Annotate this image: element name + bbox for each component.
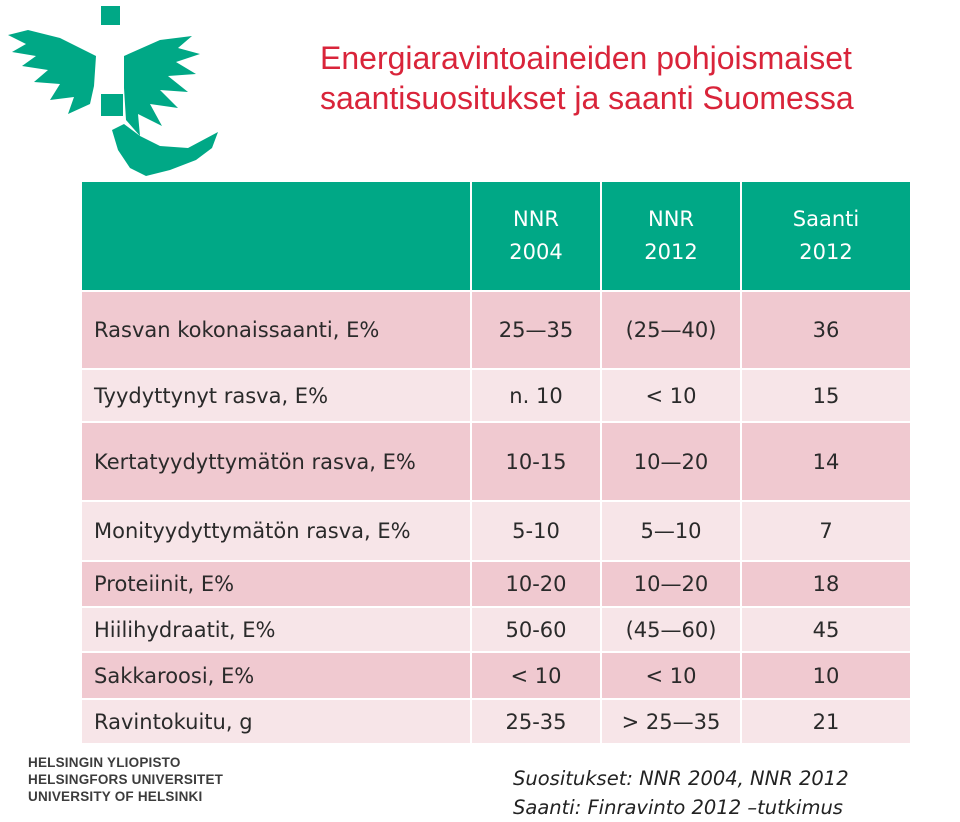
cell-nnr-2012: 10—20 [600,421,742,502]
university-name-sv: HELSINGFORS UNIVERSITET [28,772,224,787]
title-line-2: saantisuositukset ja saanti Suomessa [320,80,854,116]
table-row: Rasvan kokonaissaanti, E% 25—35 (25—40) … [80,290,912,370]
row-label: Proteiinit, E% [80,560,472,608]
university-logo [8,6,218,176]
table-header-row: NNR 2004 NNR 2012 Saanti 2012 [80,180,912,292]
cell-nnr-2012: (45—60) [600,606,742,653]
table-row: Monityydyttymätön rasva, E% 5-10 5—10 7 [80,500,912,562]
table-row: Proteiinit, E% 10-20 10—20 18 [80,560,912,608]
cell-nnr-2004: 5-10 [470,500,602,562]
cell-nnr-2012: < 10 [600,651,742,700]
cell-nnr-2004: 10-20 [470,560,602,608]
note-recommendations: Suositukset: NNR 2004, NNR 2012 [513,767,849,790]
title-line-1: Energiaravintoaineiden pohjoismaiset [320,40,852,76]
cell-saanti-2012: 15 [740,368,912,423]
cell-nnr-2012: 5—10 [600,500,742,562]
header-empty [80,180,472,292]
cell-saanti-2012: 14 [740,421,912,502]
cell-nnr-2004: 50-60 [470,606,602,653]
cell-nnr-2004: n. 10 [470,368,602,423]
cell-saanti-2012: 7 [740,500,912,562]
cell-nnr-2012: < 10 [600,368,742,423]
header-nnr-2004: NNR 2004 [470,180,602,292]
table-row: Kertatyydyttymätön rasva, E% 10-15 10—20… [80,421,912,502]
logo-square-top [101,6,120,25]
table-row: Ravintokuitu, g 25-35 > 25—35 21 [80,698,912,745]
cell-nnr-2012: (25—40) [600,290,742,370]
university-name-fi: HELSINGIN YLIOPISTO [28,755,181,770]
cell-nnr-2012: 10—20 [600,560,742,608]
logo-flame-right [124,36,200,136]
logo-flame-lower [112,124,218,176]
nutrient-table: NNR 2004 NNR 2012 Saanti 2012 Rasvan kokona… [80,180,912,745]
row-label: Monityydyttymätön rasva, E% [80,500,472,562]
table-row: Hiilihydraatit, E% 50-60 (45—60) 45 [80,606,912,653]
table-row: Sakkaroosi, E% < 10 < 10 10 [80,651,912,700]
row-label: Tyydyttynyt rasva, E% [80,368,472,423]
row-label: Ravintokuitu, g [80,698,472,745]
header-nnr-2012: NNR 2012 [600,180,742,292]
cell-nnr-2004: 25—35 [470,290,602,370]
row-label: Sakkaroosi, E% [80,651,472,700]
cell-nnr-2004: < 10 [470,651,602,700]
cell-saanti-2012: 10 [740,651,912,700]
note-intake-source: Saanti: Finravinto 2012 –tutkimus [513,796,843,819]
row-label: Kertatyydyttymätön rasva, E% [80,421,472,502]
cell-saanti-2012: 18 [740,560,912,608]
university-wordmark: HELSINGIN YLIOPISTO HELSINGFORS UNIVERSI… [28,754,223,805]
logo-square-center [101,94,123,116]
header-saanti-2012: Saanti 2012 [740,180,912,292]
source-notes: Suositukset: NNR 2004, NNR 2012 Saanti: … [513,764,849,822]
cell-nnr-2004: 10-15 [470,421,602,502]
cell-nnr-2012: > 25—35 [600,698,742,745]
row-label: Rasvan kokonaissaanti, E% [80,290,472,370]
row-label: Hiilihydraatit, E% [80,606,472,653]
logo-flame-left [8,30,96,114]
cell-saanti-2012: 36 [740,290,912,370]
cell-saanti-2012: 21 [740,698,912,745]
cell-nnr-2004: 25-35 [470,698,602,745]
cell-saanti-2012: 45 [740,606,912,653]
slide-title: Energiaravintoaineiden pohjoismaiset saa… [320,38,950,118]
university-name-en: UNIVERSITY OF HELSINKI [28,789,203,804]
table-row: Tyydyttynyt rasva, E% n. 10 < 10 15 [80,368,912,423]
